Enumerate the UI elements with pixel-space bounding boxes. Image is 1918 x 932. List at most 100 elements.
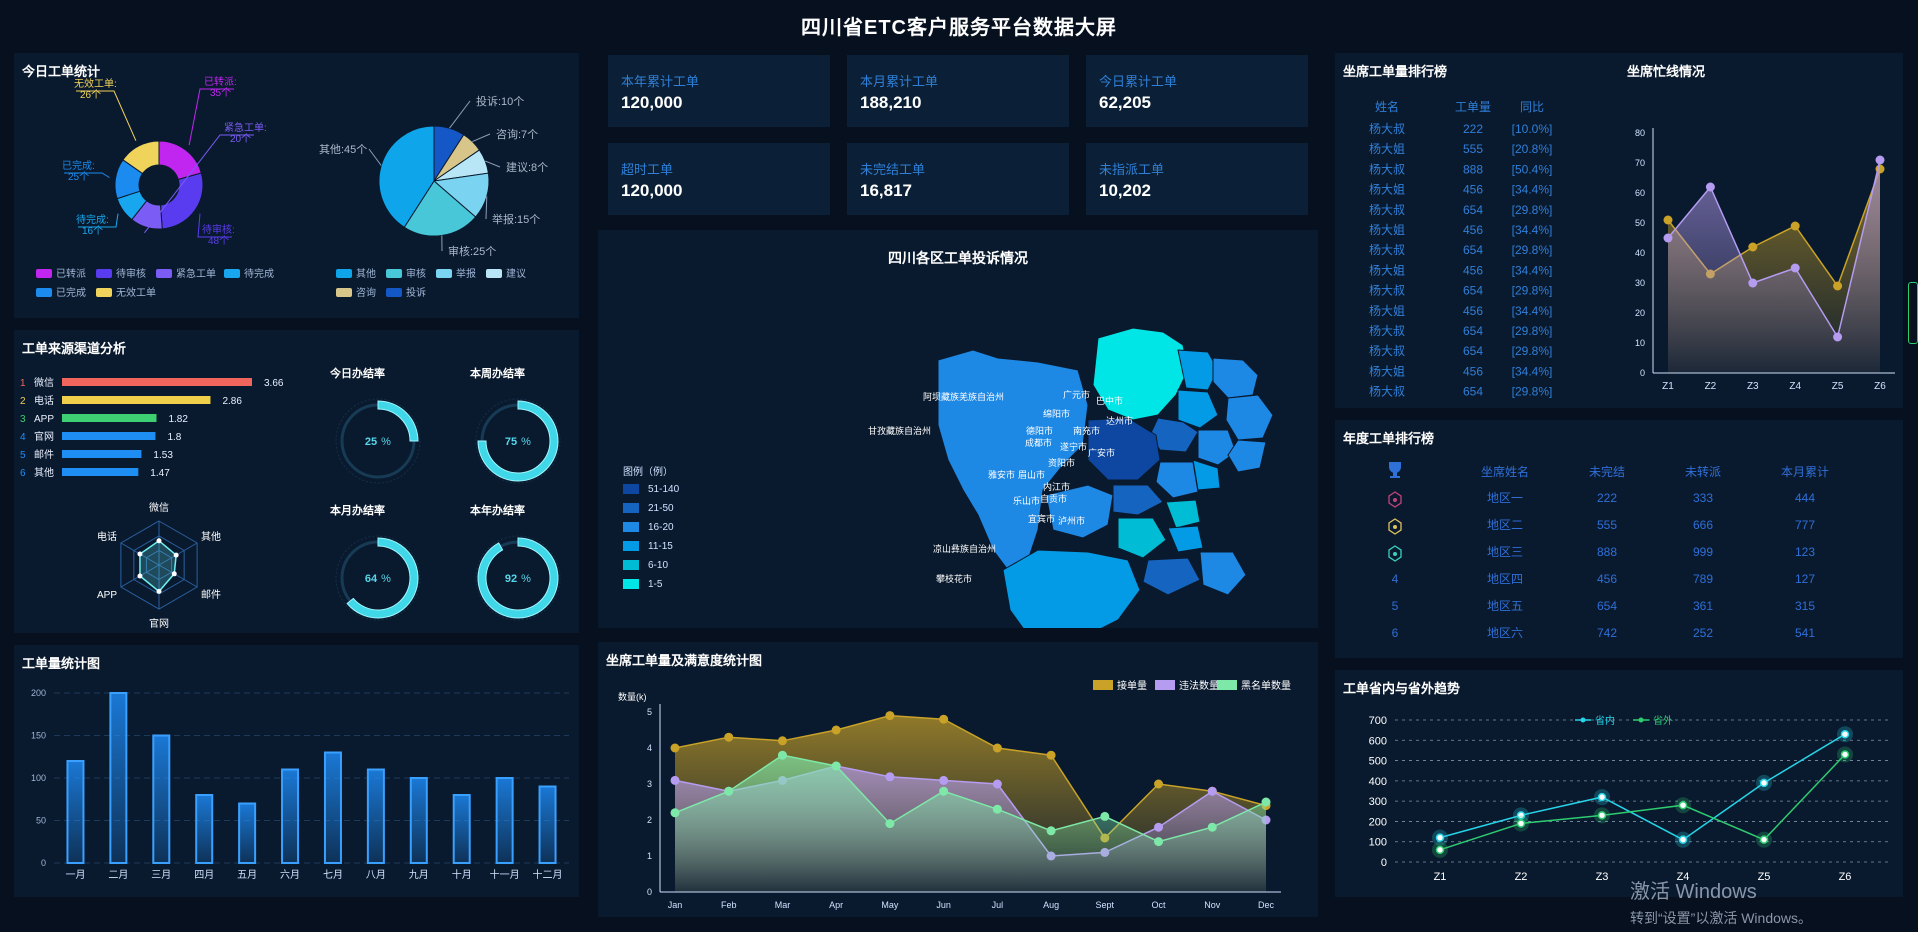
map-region[interactable]: [1117, 517, 1167, 559]
ring-progress: [477, 537, 559, 619]
trend-line-chart: 0 100 200 300 400 500 600 700 Z1 Z2 Z3 Z4 Z5 Z6 省内 省外: [1369, 714, 1890, 883]
x-tick: Z5: [1758, 871, 1771, 883]
seat-chart-panel: 坐席工单量及满意度统计图 数量(k) 0 1 2 3 4 5 Jan Feb Mar Apr May J…: [598, 642, 1318, 917]
rank-cell: 888: [1463, 162, 1483, 176]
kpi-label: 今日累计工单: [1099, 74, 1178, 89]
map-region[interactable]: [1212, 357, 1259, 399]
scrollbar-handle[interactable]: [1908, 282, 1918, 344]
medal-icon: [1388, 545, 1402, 562]
legend-swatch: [36, 288, 52, 297]
map-legend-swatch: [623, 541, 639, 551]
y-tick: 700: [1369, 715, 1387, 727]
rank-cell: [10.0%]: [1512, 122, 1553, 136]
rank-cell: 杨大姐: [1369, 222, 1405, 237]
series-point: [1261, 797, 1271, 807]
y-tick: 300: [1369, 796, 1387, 808]
legend-swatch: [336, 269, 352, 278]
ring-outer: [475, 398, 561, 484]
rank-cell: 杨大叔: [1369, 161, 1405, 176]
medal-icon: [1388, 518, 1402, 535]
map-region[interactable]: [1045, 484, 1114, 539]
ring-unit: %: [521, 573, 531, 585]
series-point: [992, 804, 1002, 814]
y-tick: 200: [1369, 816, 1387, 828]
x-tick: 三月: [151, 869, 171, 881]
panel-title: 工单来源渠道分析: [22, 341, 127, 356]
map-region-label: 巴中市: [1096, 395, 1123, 406]
map-region[interactable]: [1225, 394, 1274, 441]
y-tick: 10: [1635, 338, 1645, 348]
donut-label: 16个: [82, 225, 103, 237]
annual-cell: 888: [1597, 545, 1617, 559]
annual-header: 未完结: [1589, 464, 1625, 479]
annual-cell: 123: [1795, 545, 1815, 559]
map-region-label: 达州市: [1106, 415, 1133, 426]
y-tick: 0: [647, 887, 652, 897]
bar-value: 1.47: [150, 468, 170, 479]
series-point: [1435, 833, 1445, 842]
legend-swatch: [486, 269, 502, 278]
x-tick: 四月: [194, 869, 214, 881]
series-line: [674, 754, 1267, 843]
map-region[interactable]: [1087, 417, 1161, 481]
donut-label: 紧急工单:: [224, 121, 267, 134]
map-region[interactable]: [1155, 461, 1199, 499]
legend-label: 其他: [356, 267, 376, 280]
map-panel: 四川各区工单投诉情况 阿坝藏族羌族自治州 广元市 巴中市 绵阳市 达州市 甘孜藏族自治州 德…: [598, 230, 1318, 628]
donut-label: 无效工单:: [74, 77, 117, 90]
map-region[interactable]: [1092, 327, 1189, 421]
today-stats-panel: 今日工单统计 已转派: 35个 待审核: 48个 紧急工单: 20个 待完成: 16个 已完成:…: [14, 53, 579, 318]
map-region[interactable]: [1112, 484, 1164, 516]
volume-bar: [109, 692, 128, 864]
legend-swatch: [386, 269, 402, 278]
seat-rank-panel: 坐席工单量排行榜 坐席忙线情况 姓名 工单量 同比 杨大叔 222 [10.0%] 杨大姐 5…: [1335, 53, 1903, 408]
map-region[interactable]: [1177, 349, 1219, 391]
ring-outer: [335, 398, 421, 484]
series-point: [1790, 263, 1800, 273]
rank-header: 同比: [1520, 100, 1544, 114]
trend-panel: 工单省内与省外趋势 0 100 200 300 400 500 600 700 Z1 Z2 Z3 Z4…: [1335, 670, 1903, 897]
bar-value: 2.86: [222, 396, 242, 407]
ring-title: 本年办结率: [470, 503, 525, 517]
annual-cell: 666: [1693, 518, 1713, 532]
pie-slice: [378, 125, 435, 228]
x-tick: Jan: [668, 900, 683, 910]
map-region[interactable]: [937, 349, 1089, 571]
legend-label: 省内: [1595, 714, 1615, 727]
donut-leader: [144, 134, 254, 234]
rank-cell: [34.4%]: [1512, 263, 1553, 277]
kpi-card: 本月累计工单 188,210: [847, 55, 1069, 127]
map-region[interactable]: [1177, 389, 1219, 429]
kpi-value: 120,000: [621, 181, 683, 200]
series-point: [939, 775, 949, 785]
map-region-label: 自贡市: [1040, 493, 1067, 504]
series-point: [777, 750, 787, 760]
rank-cell: 654: [1463, 243, 1483, 257]
radar-point: [137, 551, 143, 557]
panel-title: 年度工单排行榜: [1343, 431, 1435, 446]
legend-label: 审核: [406, 267, 426, 280]
legend-label: 建议: [506, 267, 526, 280]
series-point: [939, 786, 949, 796]
map-region[interactable]: [1197, 429, 1237, 466]
source-bar: [62, 468, 139, 476]
map-region-label: 阿坝藏族羌族自治州: [923, 391, 1004, 402]
map-region[interactable]: [1165, 499, 1201, 529]
pie-leader: [368, 148, 382, 166]
donut-leader: [197, 213, 232, 238]
map-region[interactable]: [1002, 549, 1141, 628]
x-tick: 七月: [323, 869, 343, 881]
ring-title: 本月办结率: [330, 503, 385, 517]
x-tick: Jul: [992, 900, 1004, 910]
map-region[interactable]: [1227, 439, 1267, 473]
map-region[interactable]: [1142, 557, 1201, 596]
map-region[interactable]: [1199, 551, 1247, 596]
x-tick: 十二月: [533, 868, 563, 881]
y-tick: 0: [1381, 857, 1387, 869]
map-region[interactable]: [1167, 525, 1204, 553]
y-tick: 0: [1640, 368, 1645, 378]
series-point: [670, 808, 680, 818]
